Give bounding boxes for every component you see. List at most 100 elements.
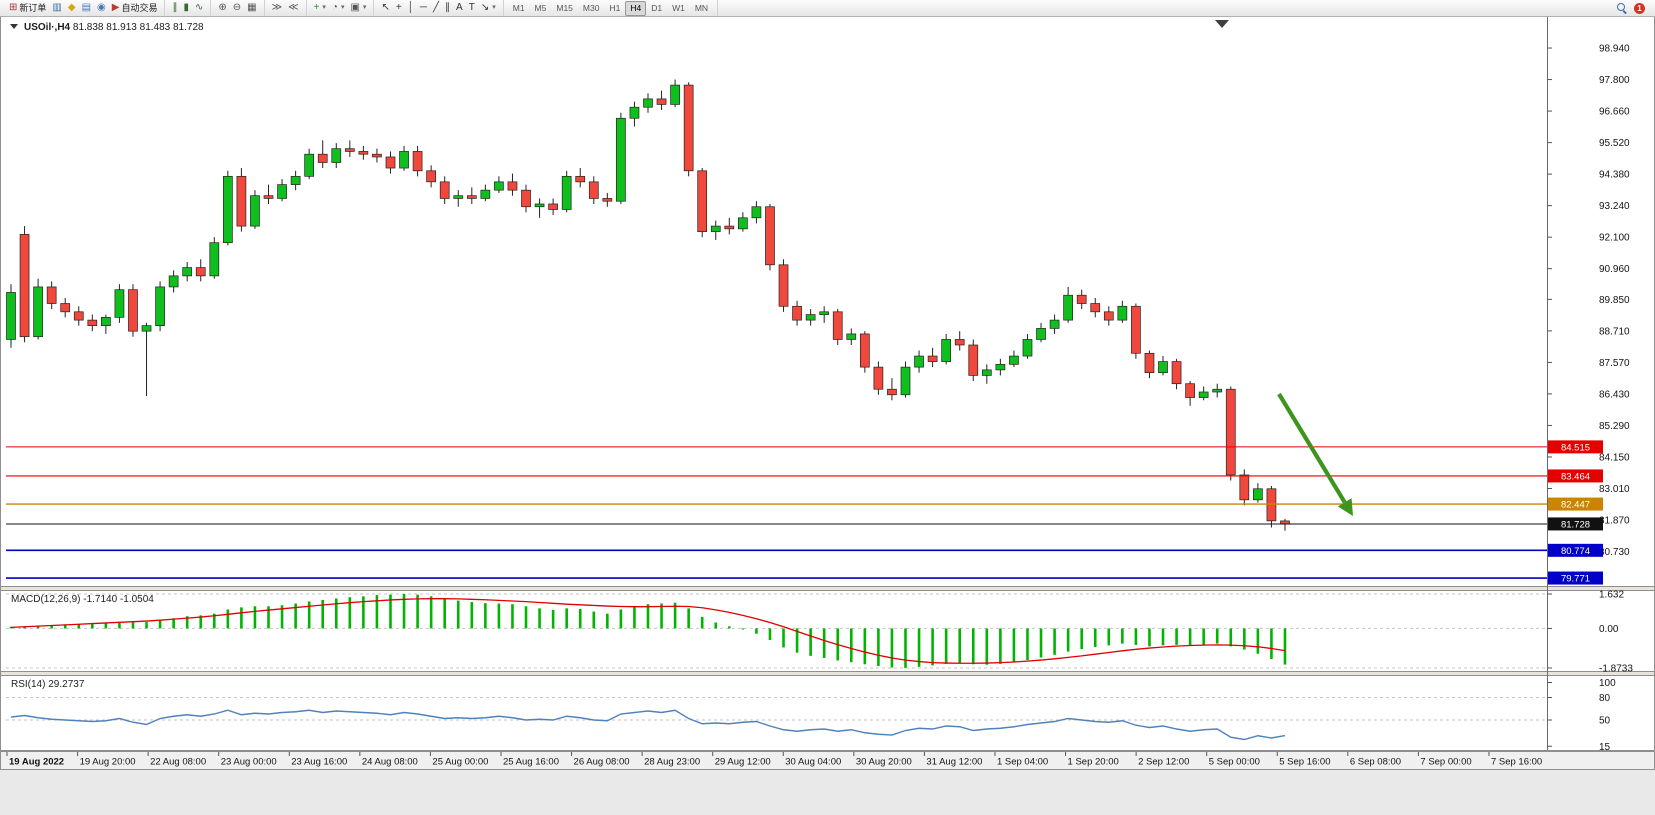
svg-text:23 Aug 16:00: 23 Aug 16:00 — [291, 757, 347, 768]
svg-text:81.728: 81.728 — [1561, 519, 1590, 530]
cursor-icon[interactable]: ↖ — [381, 2, 390, 13]
svg-text:19 Aug 2022: 19 Aug 2022 — [9, 757, 64, 768]
arrows-tool-icon[interactable]: ↘ ▾ — [480, 2, 496, 13]
svg-text:95.520: 95.520 — [1599, 138, 1630, 149]
drawing-group: ↖ + │ ─ ╱ ∥ A T ↘ ▾ — [374, 0, 504, 16]
zoom-group: ⊕ ⊖ ▦ — [211, 0, 265, 16]
status-strip — [0, 770, 1655, 815]
bar-chart-icon[interactable]: ∥ — [172, 2, 178, 13]
svg-text:6 Sep 08:00: 6 Sep 08:00 — [1350, 757, 1401, 768]
svg-text:84.150: 84.150 — [1599, 452, 1630, 463]
svg-text:83.010: 83.010 — [1599, 484, 1630, 495]
chart-shift-icon[interactable]: ≪ — [288, 2, 299, 13]
svg-text:22 Aug 08:00: 22 Aug 08:00 — [150, 757, 206, 768]
new-order-button[interactable]: ⊞ 新订单 — [9, 2, 47, 13]
one-click-trading-arrow[interactable] — [10, 24, 18, 29]
label-tool-icon[interactable]: T — [468, 2, 475, 13]
svg-text:5 Sep 00:00: 5 Sep 00:00 — [1209, 757, 1260, 768]
trend-arrow[interactable] — [1277, 392, 1353, 516]
profiles-icon[interactable]: ◆ — [67, 2, 76, 13]
zoom-out-icon[interactable]: ⊖ — [232, 2, 242, 13]
price-tag-82.447 — [1548, 497, 1603, 511]
price-tag-84.515 — [1548, 440, 1603, 454]
search-icon[interactable] — [1617, 2, 1628, 14]
svg-text:30 Aug 04:00: 30 Aug 04:00 — [785, 757, 841, 768]
chart-type-group: ∥ ▮ ∿ — [165, 0, 212, 16]
svg-text:96.660: 96.660 — [1599, 107, 1630, 118]
svg-text:19 Aug 20:00: 19 Aug 20:00 — [80, 757, 136, 768]
period-clock-icon[interactable]: ◔ ▾ — [331, 2, 345, 13]
navigator-icon[interactable]: ◉ — [97, 2, 106, 13]
svg-text:30 Aug 20:00: 30 Aug 20:00 — [856, 757, 912, 768]
scroll-group: ≫ ≪ — [265, 0, 307, 16]
timeframe-group: M1 M5 M15 M30 H1 H4 D1 W1 MN — [504, 0, 719, 16]
svg-text:85.290: 85.290 — [1599, 421, 1630, 432]
add-indicator-icon[interactable]: + ▾ — [313, 2, 326, 13]
svg-text:15: 15 — [1599, 742, 1611, 753]
svg-text:80.730: 80.730 — [1599, 547, 1630, 558]
timeframe-button-m30[interactable]: M30 — [582, 2, 600, 13]
svg-text:31 Aug 12:00: 31 Aug 12:00 — [926, 757, 982, 768]
timeframe-button-mn[interactable]: MN — [694, 2, 709, 13]
trade-group: ⊞ 新订单 ▥ ◆ ▤ ◉ ▶ 自动交易 — [2, 0, 166, 16]
line-chart-icon[interactable]: ∿ — [194, 2, 204, 13]
chart-window[interactable]: 98.940 97.800 96.660 95.520 94.380 93.240 92.1… — [0, 17, 1655, 770]
timeframe-button-h1[interactable]: H1 — [609, 2, 621, 13]
symbol-title: USOil·,H4 81.838 81.913 81.483 81.728 — [24, 22, 204, 33]
svg-text:100: 100 — [1599, 678, 1616, 689]
svg-text:-1.8733: -1.8733 — [1599, 663, 1633, 674]
svg-text:0.00: 0.00 — [1599, 624, 1619, 635]
chart-window-icon[interactable]: ▥ — [52, 2, 62, 13]
timeframe-button-m15[interactable]: M15 — [556, 2, 573, 13]
svg-text:79.771: 79.771 — [1561, 574, 1590, 585]
auto-scroll-icon[interactable]: ≫ — [271, 2, 283, 13]
svg-text:25 Aug 16:00: 25 Aug 16:00 — [503, 757, 559, 768]
svg-text:98.940: 98.940 — [1599, 44, 1630, 55]
svg-text:92.100: 92.100 — [1599, 233, 1630, 244]
timeframe-button-m1[interactable]: M1 — [512, 2, 525, 13]
timeframe-button-d1[interactable]: D1 — [651, 2, 663, 13]
macd-panel: 1.632 0.00 -1.8733 MACD(12,26,9) -1.7140 -1… — [6, 590, 1633, 674]
zoom-in-icon[interactable]: ⊕ — [218, 2, 227, 13]
svg-text:84.515: 84.515 — [1561, 442, 1590, 453]
timeframe-button-m5[interactable]: M5 — [534, 2, 547, 13]
insert-group: + ▾ ◔ ▾ ▣ ▾ — [307, 0, 375, 16]
svg-text:93.240: 93.240 — [1599, 201, 1630, 212]
main-toolbar: ⊞ 新订单 ▥ ◆ ▤ ◉ ▶ 自动交易 ∥ ▮ ∿ ⊕ ⊖ ▦ ≫ ≪ + ▾ ◔ ▾ ▣ ▾ ↖ + │ ─ ╱ ∥ A T ↘ ▾ M1 M… — [0, 0, 1655, 17]
svg-text:94.380: 94.380 — [1599, 170, 1630, 181]
svg-text:7 Sep 00:00: 7 Sep 00:00 — [1420, 757, 1471, 768]
market-watch-icon[interactable]: ▤ — [81, 2, 92, 13]
candlestick-chart-icon[interactable]: ▮ — [183, 2, 189, 13]
svg-text:7 Sep 16:00: 7 Sep 16:00 — [1491, 757, 1542, 768]
rsi-line — [10, 709, 1286, 741]
horizontal-line-icon[interactable]: ─ — [419, 2, 428, 13]
chart-header: USOil·,H4 81.838 81.913 81.483 81.728 — [10, 22, 204, 33]
time-axis[interactable]: 19 Aug 2022 19 Aug 20:00 22 Aug 08:00 23 Au… — [1, 751, 1654, 769]
svg-text:81.870: 81.870 — [1599, 516, 1630, 527]
chart-shift-marker[interactable] — [1215, 20, 1229, 28]
price-tag-81.728 — [1548, 517, 1603, 531]
rsi-label: RSI(14) 29.2737 — [11, 679, 85, 690]
auto-trading-button[interactable]: ▶ 自动交易 — [111, 2, 158, 13]
hlines-layer[interactable]: 84.515 83.464 82.447 81.728 80.774 79.771 — [6, 440, 1603, 585]
svg-text:88.710: 88.710 — [1599, 326, 1630, 337]
svg-text:86.430: 86.430 — [1599, 389, 1630, 400]
price-tag-83.464 — [1548, 469, 1603, 483]
text-tool-icon[interactable]: A — [456, 2, 463, 13]
timeframe-button-w1[interactable]: W1 — [672, 2, 685, 13]
crosshair-icon[interactable]: + — [395, 2, 402, 13]
svg-text:29 Aug 12:00: 29 Aug 12:00 — [715, 757, 771, 768]
notification-badge[interactable]: 1 — [1634, 2, 1645, 14]
timeframe-button-h4[interactable]: H4 — [625, 0, 647, 16]
channel-icon[interactable]: ∥ — [445, 2, 451, 13]
template-icon[interactable]: ▣ ▾ — [350, 2, 367, 13]
trendline-icon[interactable]: ╱ — [433, 2, 440, 13]
svg-text:83.464: 83.464 — [1561, 471, 1590, 482]
svg-text:25 Aug 00:00: 25 Aug 00:00 — [432, 757, 488, 768]
macd-signal-line — [10, 598, 1286, 664]
candles-layer[interactable] — [6, 79, 1290, 531]
svg-text:2 Sep 12:00: 2 Sep 12:00 — [1138, 757, 1189, 768]
vertical-line-icon[interactable]: │ — [407, 2, 414, 13]
tile-windows-icon[interactable]: ▦ — [247, 2, 257, 13]
chart-canvas[interactable]: 98.940 97.800 96.660 95.520 94.380 93.240 92.1… — [1, 17, 1654, 769]
